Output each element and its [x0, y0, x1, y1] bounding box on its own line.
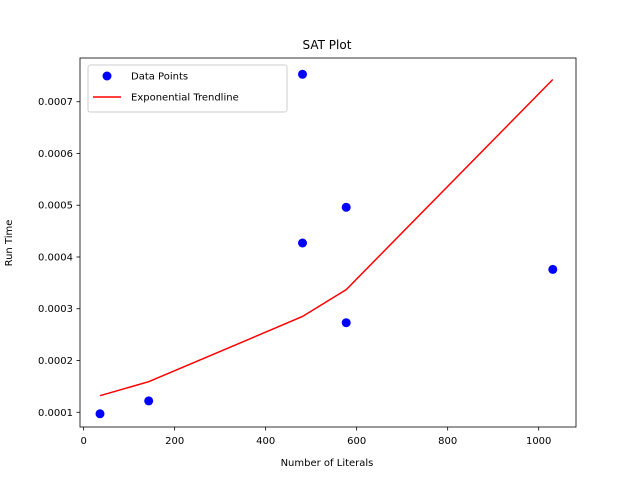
data-point [341, 318, 351, 328]
axes-frame [79, 57, 577, 428]
y-tick-label: 0.0001 [38, 408, 73, 419]
legend-label: Exponential Trendline [131, 93, 239, 104]
data-point [298, 69, 307, 79]
x-tick-label: 0 [80, 436, 86, 447]
y-tick-label: 0.0005 [38, 201, 73, 212]
y-tick-label: 0.0002 [38, 356, 73, 367]
data-point [548, 264, 558, 274]
data-point [341, 202, 351, 212]
data-point [144, 396, 154, 406]
x-tick-label: 200 [165, 436, 184, 447]
y-tick-label: 0.0004 [38, 252, 73, 263]
data-point [298, 238, 307, 248]
y-tick-label: 0.0007 [38, 97, 73, 108]
legend-label: Data Points [131, 72, 188, 83]
trendline [99, 78, 554, 397]
y-axis-label: Run Time [4, 220, 15, 267]
chart-title: SAT Plot [303, 38, 352, 52]
plot-area: 0 200 400 600 800 1000 0.0001 0.0002 0.0003 0.000… [38, 57, 577, 447]
x-tick-label: 600 [347, 436, 366, 447]
x-tick-label: 800 [438, 436, 457, 447]
x-tick-label: 400 [256, 436, 275, 447]
legend: Data Points Exponential Trendline [87, 64, 288, 113]
y-tick-label: 0.0003 [38, 304, 73, 315]
legend-marker [102, 71, 112, 81]
legend-box [87, 64, 288, 113]
data-point [95, 409, 105, 419]
x-tick-label: 1000 [526, 436, 551, 447]
y-tick-label: 0.0006 [38, 149, 73, 160]
x-axis-label: Number of Literals [281, 458, 374, 469]
